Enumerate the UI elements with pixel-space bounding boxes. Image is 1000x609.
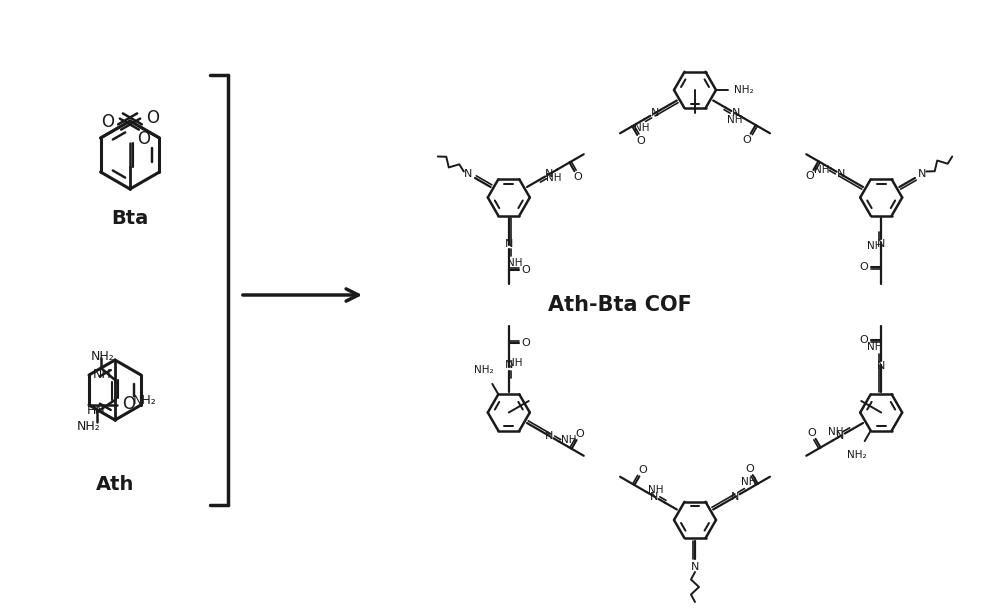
Text: O: O [521,265,530,275]
Text: O: O [576,429,584,439]
Text: Ath: Ath [96,475,134,494]
Text: O: O [860,335,869,345]
Text: N: N [877,361,885,371]
Text: NH: NH [814,165,829,175]
Text: Bta: Bta [111,209,149,228]
Text: O: O [806,171,814,181]
Text: N: N [505,361,513,370]
Text: NH: NH [648,485,663,495]
Text: NH₂: NH₂ [474,365,494,375]
Text: NH: NH [634,123,649,133]
Text: N: N [918,169,926,179]
Text: O: O [636,136,645,146]
Text: O: O [808,428,816,438]
Text: O: O [745,464,754,474]
Text: NH: NH [507,258,523,268]
Text: NH₂: NH₂ [847,450,867,460]
Text: NH: NH [561,435,576,445]
Text: NH: NH [867,242,883,252]
Text: N: N [651,108,659,118]
Text: N: N [505,239,513,249]
Text: NH₂: NH₂ [91,350,115,362]
Text: NH₂: NH₂ [734,85,754,95]
Text: N: N [650,491,658,501]
Text: NH: NH [92,367,111,381]
Text: HN: HN [86,404,105,417]
Text: NH: NH [546,173,562,183]
Text: N: N [545,431,553,441]
Text: NH: NH [507,359,523,368]
Text: N: N [731,491,739,502]
Text: N: N [464,169,472,179]
Text: NH₂: NH₂ [77,420,101,432]
Text: NH₂: NH₂ [133,395,157,407]
Text: NH: NH [727,114,742,125]
Text: O: O [574,172,582,182]
Text: O: O [101,113,114,131]
Text: O: O [639,465,647,475]
Text: NH: NH [828,427,844,437]
Text: N: N [837,169,845,179]
Text: N: N [545,169,554,179]
Text: O: O [122,395,136,413]
Text: N: N [691,562,699,572]
Text: O: O [138,130,150,148]
Text: N: N [836,431,845,441]
Text: O: O [860,262,869,272]
Text: N: N [732,108,740,119]
Text: O: O [146,109,159,127]
Text: N: N [877,239,885,250]
Text: O: O [521,337,530,348]
Text: NH: NH [867,342,883,352]
Text: Ath-Bta COF: Ath-Bta COF [548,295,692,315]
Text: O: O [743,135,751,145]
Text: NH: NH [741,477,756,487]
